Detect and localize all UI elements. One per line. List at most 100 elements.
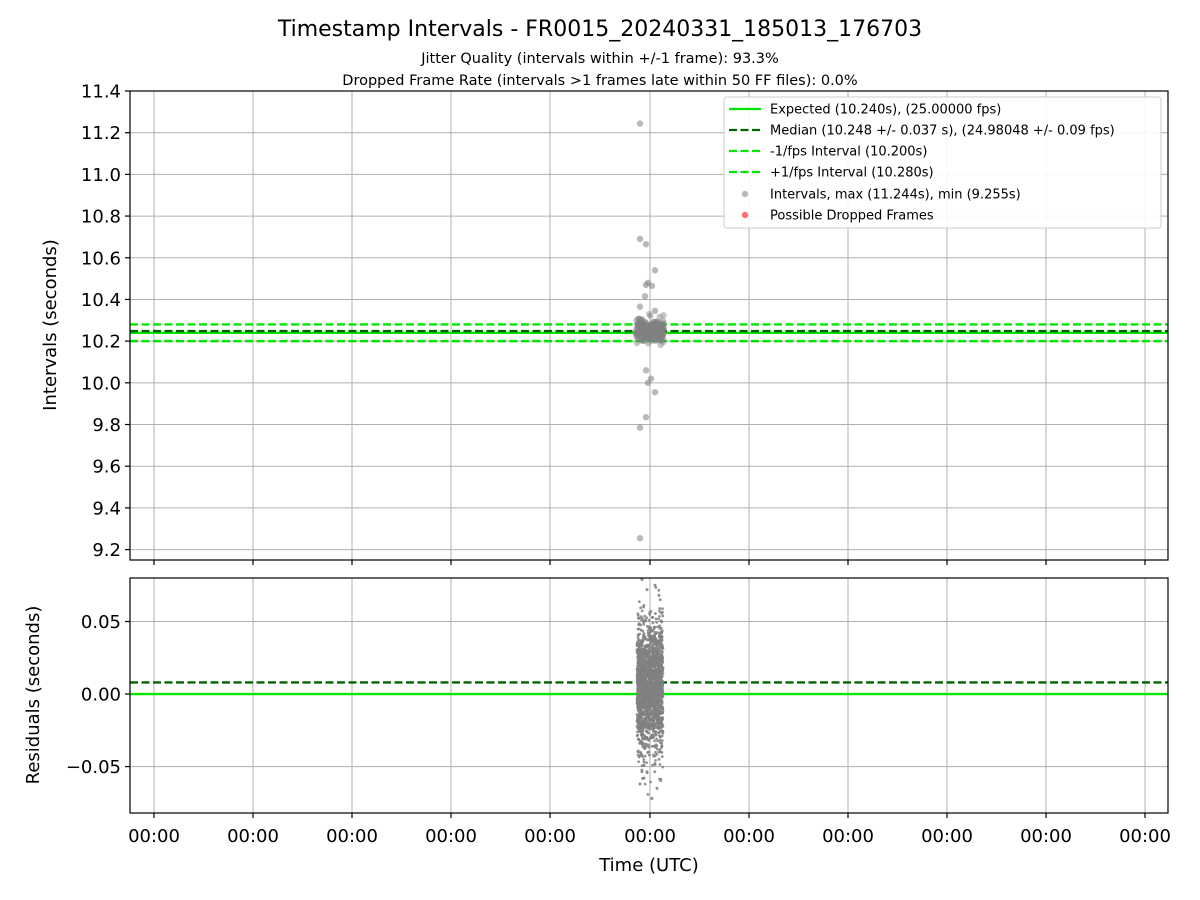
residual-point — [660, 653, 663, 657]
residual-point — [647, 726, 651, 730]
interval-point — [637, 332, 644, 340]
residual-point — [645, 624, 649, 628]
interval-point — [634, 331, 641, 338]
x-tick-label: 00:00 — [425, 826, 477, 847]
residual-point — [648, 612, 652, 616]
interval-point — [649, 324, 656, 331]
intervals-y-ticks: 9.2 9.4 9.6 9.8 10.0 10.2 10.4 10.6 10.8 11.0 11.2… — [81, 82, 130, 561]
residual-point — [658, 717, 662, 721]
residual-point — [637, 600, 641, 604]
intervals-reference-lines — [130, 323, 1168, 343]
interval-point — [648, 324, 656, 331]
interval-point — [647, 328, 654, 335]
residuals-y-ticks: −0.05 0.00 0.05 — [66, 612, 130, 778]
residual-point — [659, 726, 663, 730]
residual-point — [657, 666, 660, 670]
residual-point — [657, 722, 661, 726]
interval-point — [634, 328, 642, 335]
residual-point — [638, 675, 642, 678]
residual-point — [659, 641, 663, 645]
interval-point — [657, 341, 664, 349]
interval-point — [654, 327, 662, 334]
residual-point — [644, 677, 647, 681]
interval-point — [648, 329, 656, 336]
interval-point — [655, 325, 662, 333]
interval-point — [635, 321, 642, 329]
x-tick-label: 00:00 — [921, 826, 973, 847]
residual-point — [649, 672, 653, 676]
interval-point — [640, 333, 647, 341]
residual-point — [655, 712, 659, 715]
residual-point — [640, 770, 644, 774]
x-tick-label: 00:00 — [723, 826, 775, 847]
residuals-x-ticks: 00:00 00:00 00:00 00:00 00:00 00:00 00:00 00:00… — [128, 813, 1171, 847]
interval-point — [648, 324, 655, 331]
residual-point — [650, 685, 654, 688]
interval-point — [637, 327, 645, 334]
intervals-y-tick-label: 9.8 — [92, 415, 121, 436]
interval-point — [646, 328, 653, 335]
residual-point — [651, 696, 655, 700]
interval-point — [650, 318, 657, 325]
interval-point — [645, 332, 652, 339]
interval-point — [657, 326, 664, 333]
interval-point — [642, 328, 650, 336]
interval-point — [645, 325, 652, 333]
interval-point — [653, 318, 660, 326]
residual-point — [659, 691, 663, 695]
interval-point — [658, 331, 665, 338]
interval-point — [647, 325, 655, 332]
interval-point — [638, 328, 645, 336]
intervals-y-tick-label: 9.4 — [92, 498, 121, 519]
interval-point — [647, 328, 655, 336]
interval-point — [658, 333, 665, 341]
residual-point — [651, 718, 654, 722]
interval-point — [651, 321, 659, 328]
interval-point — [641, 334, 648, 341]
interval-point — [648, 335, 656, 342]
residual-point — [649, 609, 653, 613]
residual-point — [650, 736, 654, 740]
residuals-panel: −0.050.000.05 00:00 00:00 00:00 00:00 00:00 0… — [23, 577, 1171, 876]
residual-point — [656, 731, 660, 735]
residual-point — [646, 629, 650, 632]
residual-point — [649, 688, 653, 692]
residual-point — [658, 609, 661, 613]
residual-point — [654, 617, 658, 621]
interval-point — [634, 320, 641, 328]
residual-point — [655, 646, 659, 650]
interval-point — [639, 329, 647, 337]
interval-point — [633, 329, 640, 336]
residual-point — [637, 661, 641, 665]
interval-point — [636, 328, 644, 335]
interval-point — [642, 324, 650, 331]
residual-point — [652, 709, 656, 713]
interval-point — [659, 325, 667, 332]
intervals-y-tick-label: 9.6 — [92, 457, 121, 478]
interval-point — [655, 336, 662, 344]
residual-point — [637, 693, 641, 697]
interval-point — [657, 323, 665, 330]
intervals-y-tick-label: 10.2 — [81, 332, 121, 353]
residual-point — [638, 699, 642, 703]
interval-point — [648, 330, 656, 338]
residual-point — [637, 638, 641, 642]
interval-point — [635, 328, 643, 335]
residual-point — [640, 753, 644, 756]
interval-point — [636, 320, 643, 328]
residual-point — [642, 660, 646, 663]
interval-point — [635, 322, 643, 329]
residual-outlier-point — [657, 593, 661, 597]
interval-outlier-point — [636, 424, 644, 431]
interval-point — [652, 331, 660, 338]
residual-point — [640, 648, 644, 652]
residual-point — [643, 701, 647, 705]
residual-point — [648, 638, 652, 642]
residual-point — [637, 617, 640, 620]
interval-point — [648, 324, 656, 332]
interval-point — [642, 337, 649, 344]
interval-point — [640, 326, 647, 334]
interval-point — [632, 326, 640, 333]
interval-point — [654, 321, 661, 329]
residual-point — [657, 670, 661, 673]
